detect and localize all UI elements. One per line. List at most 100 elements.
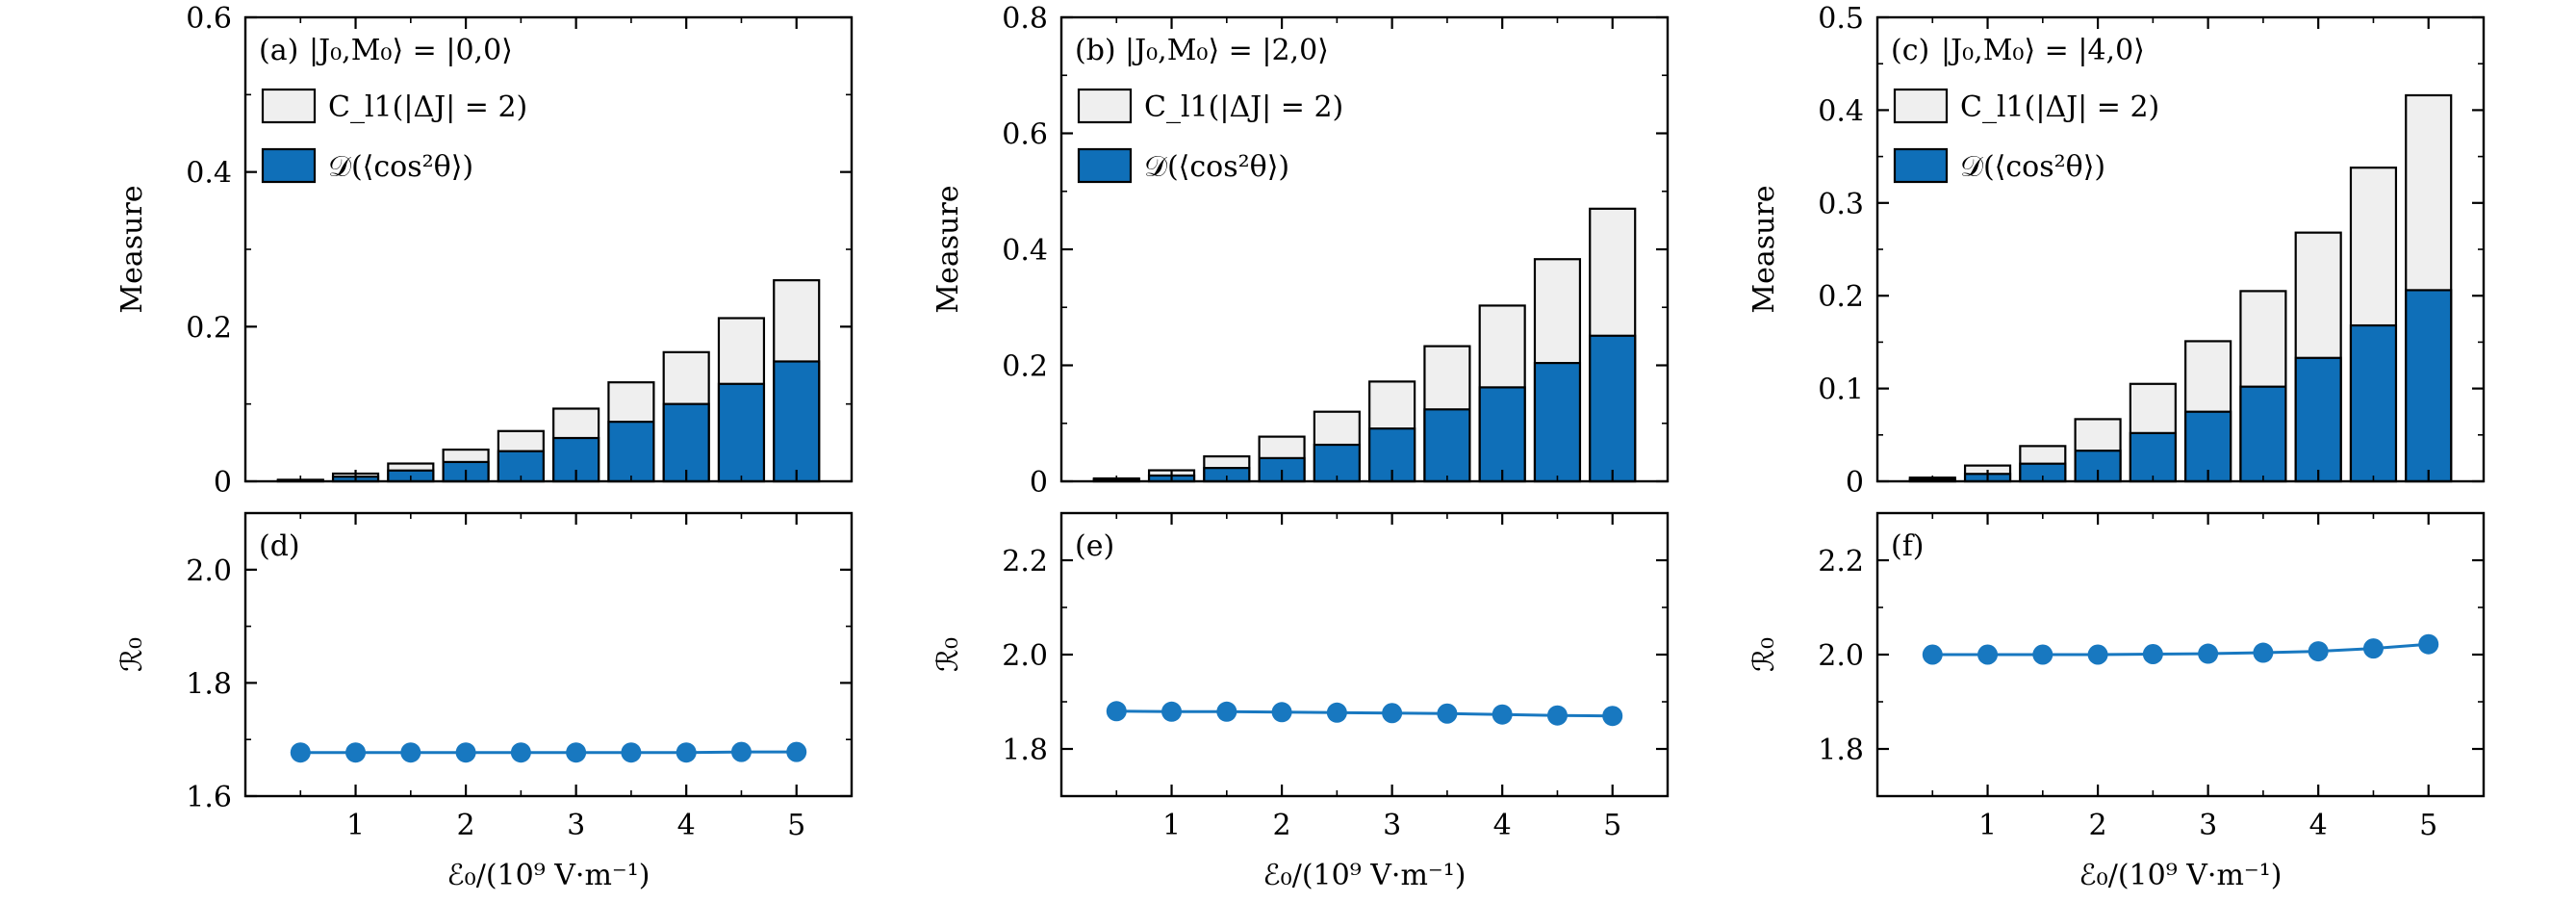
legend-swatch-c-0 — [1893, 88, 1949, 124]
ytick-label-b-0: 0 — [1030, 466, 1048, 500]
bar-c-s1-4 — [2129, 431, 2177, 483]
point-d-0 — [290, 742, 311, 763]
point-d-4 — [510, 742, 531, 763]
point-e-1 — [1161, 701, 1183, 722]
bar-c-s1-5 — [2184, 410, 2232, 483]
ytick-label-c-4: 0.4 — [1818, 94, 1864, 128]
panel-label-d: (d) — [259, 529, 300, 563]
panel-title-c: |J₀,M₀⟩ = |4,0⟩ — [1941, 34, 2145, 67]
ylabel-b: Measure — [931, 185, 965, 313]
bar-b-s1-7 — [1478, 386, 1526, 483]
panel-b — [1059, 15, 1670, 483]
point-e-3 — [1271, 702, 1292, 723]
panel-a — [243, 15, 854, 483]
ytick-label-b-1: 0.2 — [1002, 350, 1048, 384]
bar-a-s1-6 — [607, 421, 655, 483]
point-e-8 — [1546, 705, 1568, 726]
ylabel-a: Measure — [115, 185, 149, 313]
ylabel-f: ℛ₀ — [1747, 637, 1781, 672]
legend-label-a-1: 𝒟(⟨cos²θ⟩) — [328, 150, 473, 184]
xtick-label-e-2: 3 — [1383, 809, 1401, 842]
panel-label-f: (f) — [1891, 529, 1925, 563]
ytick-label-c-3: 0.3 — [1818, 188, 1864, 221]
point-d-8 — [730, 741, 752, 762]
xtick-label-f-0: 1 — [1978, 809, 1997, 842]
panel-label-a: (a) — [259, 34, 298, 67]
point-f-7 — [2308, 641, 2329, 662]
ytick-label-c-2: 0.2 — [1818, 280, 1864, 314]
point-e-9 — [1602, 706, 1623, 727]
xtick-label-d-2: 3 — [567, 809, 585, 842]
point-f-9 — [2418, 633, 2439, 655]
ytick-label-b-4: 0.8 — [1002, 2, 1048, 36]
ylabel-c: Measure — [1747, 185, 1781, 313]
legend-label-b-0: C_l1(|ΔJ| = 2) — [1144, 90, 1343, 124]
point-f-4 — [2142, 644, 2163, 665]
ytick-label-c-0: 0 — [1846, 466, 1864, 500]
ytick-label-c-1: 0.1 — [1818, 374, 1864, 407]
ytick-label-b-3: 0.6 — [1002, 118, 1048, 152]
bar-a-s1-9 — [773, 360, 821, 483]
legend-label-a-0: C_l1(|ΔJ| = 2) — [328, 90, 527, 124]
point-d-7 — [676, 742, 697, 763]
panel-e — [1059, 511, 1670, 798]
xtick-label-e-0: 1 — [1162, 809, 1181, 842]
legend-swatch-a-1 — [261, 147, 317, 184]
ytick-label-a-0: 0 — [214, 466, 232, 500]
bar-b-s1-9 — [1589, 334, 1637, 483]
ytick-label-a-2: 0.4 — [186, 157, 232, 191]
point-f-6 — [2253, 642, 2274, 663]
bar-c-s1-6 — [2239, 385, 2287, 483]
point-f-1 — [1977, 644, 1999, 665]
xlabel-d: ℰ₀/(10⁹ V·m⁻¹) — [447, 859, 650, 892]
ytick-label-a-3: 0.6 — [186, 2, 232, 36]
xtick-label-d-0: 1 — [346, 809, 365, 842]
plot-frame-d — [243, 511, 854, 798]
ytick-label-f-1: 2.0 — [1818, 639, 1864, 673]
point-e-5 — [1382, 703, 1403, 724]
legend-swatch-b-0 — [1077, 88, 1133, 124]
line-d — [300, 750, 797, 755]
legend-label-c-0: C_l1(|ΔJ| = 2) — [1960, 90, 2159, 124]
point-f-3 — [2087, 644, 2108, 665]
point-d-1 — [345, 742, 367, 763]
point-e-0 — [1106, 701, 1127, 722]
legend-label-c-1: 𝒟(⟨cos²θ⟩) — [1960, 150, 2105, 184]
point-f-2 — [2032, 644, 2053, 665]
plot-frame-e — [1059, 511, 1670, 798]
point-f-8 — [2362, 638, 2384, 659]
xlabel-e: ℰ₀/(10⁹ V·m⁻¹) — [1263, 859, 1467, 892]
point-e-7 — [1492, 704, 1513, 725]
ytick-label-d-2: 2.0 — [186, 554, 232, 588]
xtick-label-d-3: 4 — [677, 809, 696, 842]
point-d-2 — [400, 742, 421, 763]
panel-label-e: (e) — [1075, 529, 1114, 563]
bar-a-s1-7 — [662, 402, 710, 483]
ytick-label-e-1: 2.0 — [1002, 639, 1048, 673]
bar-a-s1-8 — [717, 382, 766, 483]
xtick-label-e-4: 5 — [1603, 809, 1621, 842]
ylabel-d: ℛ₀ — [115, 637, 149, 672]
xtick-label-f-3: 4 — [2309, 809, 2328, 842]
xlabel-f: ℰ₀/(10⁹ V·m⁻¹) — [2079, 859, 2283, 892]
point-e-4 — [1326, 702, 1347, 723]
ytick-label-e-2: 2.2 — [1002, 545, 1048, 579]
point-f-5 — [2198, 643, 2219, 664]
panel-label-c: (c) — [1891, 34, 1929, 67]
xtick-label-f-1: 2 — [2089, 809, 2107, 842]
bar-c-s1-9 — [2405, 289, 2453, 483]
legend-label-b-1: 𝒟(⟨cos²θ⟩) — [1144, 150, 1289, 184]
panel-c — [1875, 15, 2486, 483]
panel-label-b: (b) — [1075, 34, 1116, 67]
panel-d — [243, 511, 854, 798]
xtick-label-f-4: 5 — [2419, 809, 2437, 842]
ylabel-e: ℛ₀ — [931, 637, 965, 672]
ytick-label-b-2: 0.4 — [1002, 234, 1048, 268]
line-f — [1932, 642, 2429, 657]
ytick-label-d-1: 1.8 — [186, 667, 232, 701]
ytick-label-f-2: 2.2 — [1818, 545, 1864, 579]
xtick-label-d-1: 2 — [457, 809, 475, 842]
panel-f — [1875, 511, 2486, 798]
panel-title-b: |J₀,M₀⟩ = |2,0⟩ — [1125, 34, 1329, 67]
line-e — [1116, 709, 1613, 718]
